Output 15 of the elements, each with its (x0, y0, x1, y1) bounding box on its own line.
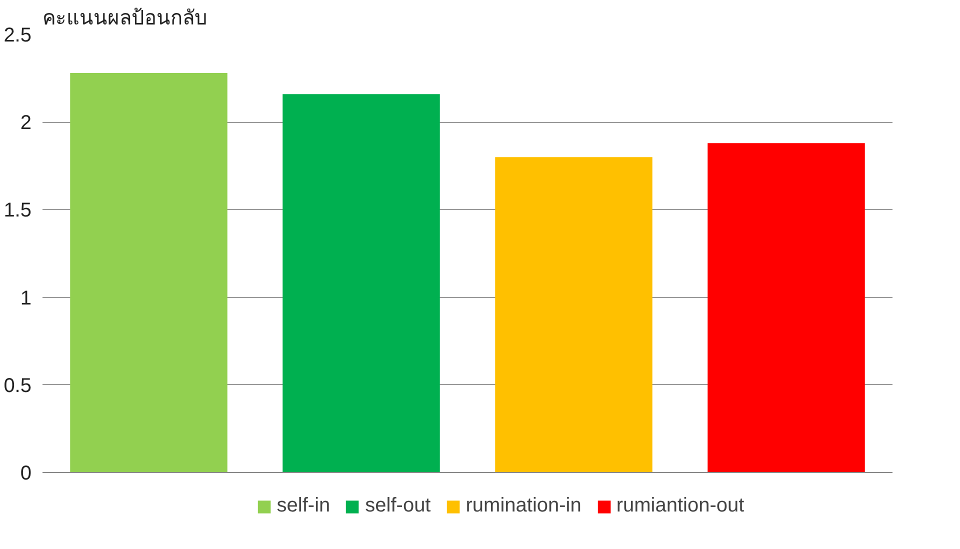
legend-label: rumiantion-out (616, 494, 744, 518)
bar (495, 157, 652, 472)
y-tick-label: 1 (20, 287, 32, 310)
y-tick-label: 2 (20, 112, 32, 134)
bar (708, 143, 865, 472)
y-axis-title: คะแนนผลป้อนกลับ (42, 8, 208, 30)
y-tick-label: 0 (20, 462, 32, 484)
bar (70, 73, 228, 472)
y-tick-label: 0.5 (4, 374, 32, 397)
legend-label: rumination-in (466, 494, 582, 518)
bar (282, 94, 440, 472)
y-tick-label: 2.5 (4, 24, 32, 46)
y-tick-label: 1.5 (4, 200, 32, 222)
legend-label: self-in (276, 494, 330, 518)
legend-label: self-out (365, 494, 431, 518)
